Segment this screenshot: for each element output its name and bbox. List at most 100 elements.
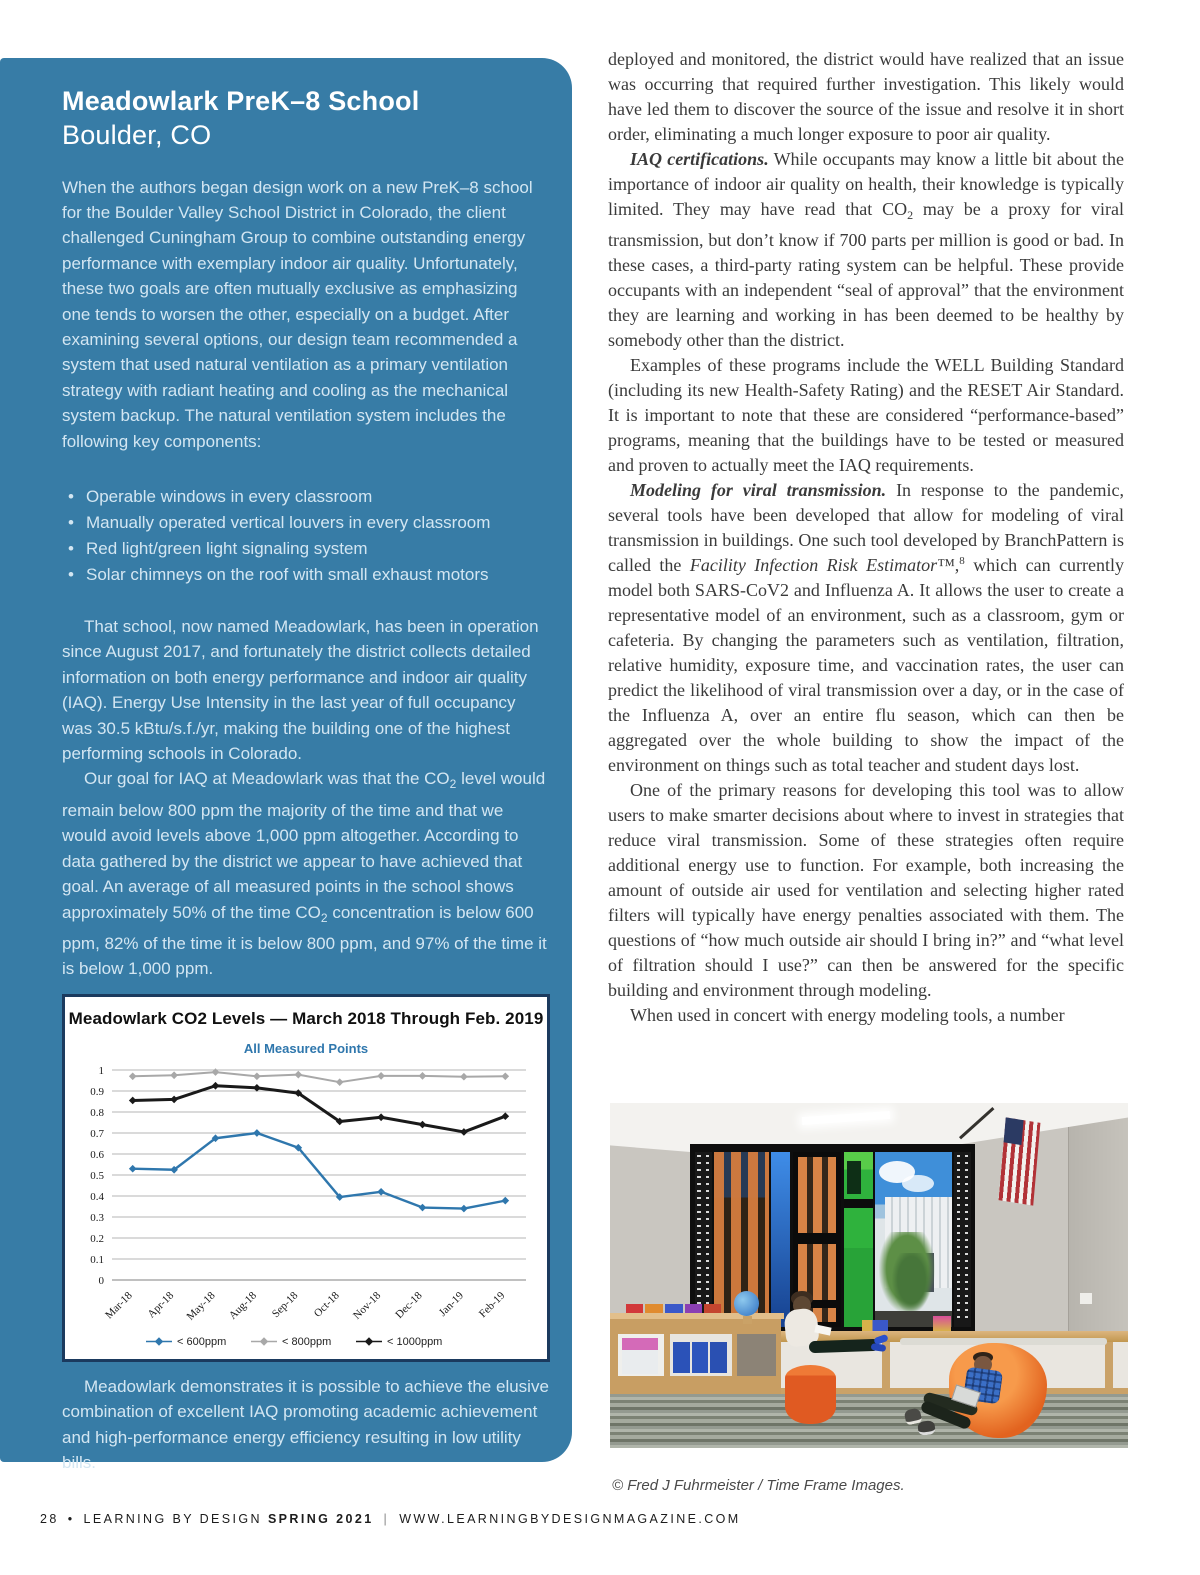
magazine-website: WWW.LEARNINGBYDESIGNMAGAZINE.COM xyxy=(399,1512,741,1526)
bench-cushion xyxy=(900,1338,1108,1345)
svg-text:0.5: 0.5 xyxy=(90,1170,104,1182)
page-footer: 28 • LEARNING BY DESIGN SPRING 2021 | WWW.LEA… xyxy=(40,1512,741,1526)
classroom-photo xyxy=(610,1103,1128,1448)
case-study-location: Boulder, CO xyxy=(62,120,212,151)
svg-text:Apr-18: Apr-18 xyxy=(145,1289,176,1320)
sidebar-operation-paragraph: That school, now named Meadowlark, has b… xyxy=(62,617,539,764)
green-panel-opening xyxy=(846,1160,861,1194)
toy-bin xyxy=(621,1337,659,1352)
svg-text:0.7: 0.7 xyxy=(90,1128,104,1140)
sidebar-case-study: Meadowlark PreK–8 School Boulder, CO Whe… xyxy=(0,58,572,1472)
svg-text:Jan-19: Jan-19 xyxy=(437,1289,467,1319)
article-column: deployed and monitored, the district wou… xyxy=(608,47,1124,1028)
toy-box xyxy=(933,1315,952,1332)
toy-box xyxy=(704,1304,721,1314)
svg-text:Nov-18: Nov-18 xyxy=(351,1289,384,1322)
bench-divider xyxy=(1105,1342,1114,1394)
green-glass-panel xyxy=(844,1151,873,1327)
green-panel-mullion xyxy=(844,1199,873,1208)
bullet-item: Red light/green light signaling system xyxy=(68,536,550,562)
ground xyxy=(875,1310,953,1327)
photo-credit: © Fred J Fuhrmeister / Time Frame Images… xyxy=(612,1477,905,1494)
svg-text:Aug-18: Aug-18 xyxy=(227,1289,260,1322)
paragraph-lead-in: IAQ certifications. xyxy=(630,149,769,169)
svg-text:0.4: 0.4 xyxy=(90,1191,104,1203)
co2-levels-chart: Meadowlark CO2 Levels — March 2018 Throu… xyxy=(62,993,550,1362)
article-paragraph: Examples of these programs include the W… xyxy=(608,355,1124,475)
blue-glass-panel xyxy=(771,1151,790,1327)
svg-text:< 800ppm: < 800ppm xyxy=(282,1336,331,1348)
sidebar-goal-paragraph: Our goal for IAQ at Meadowlark was that … xyxy=(62,766,550,981)
bench-divider xyxy=(881,1342,891,1394)
goal-text: Our goal for IAQ at Meadowlark was that … xyxy=(84,769,450,789)
toy-box xyxy=(684,1304,703,1314)
toy-bin xyxy=(621,1350,659,1375)
sidebar-bullet-list: Operable windows in every classroom Manu… xyxy=(62,484,550,588)
cloud xyxy=(901,1174,934,1193)
svg-text:0.3: 0.3 xyxy=(90,1212,104,1224)
classroom-window xyxy=(690,1144,976,1335)
footnote-reference: 8 xyxy=(959,555,965,567)
paragraph-text: In response to the pandemic, several too… xyxy=(608,480,1125,575)
case-study-school-name: Meadowlark PreK–8 School xyxy=(62,86,420,116)
blue-bin xyxy=(691,1342,709,1374)
chart-subtitle: All Measured Points xyxy=(243,1040,369,1056)
tool-name-italic: Facility Infection Risk Estimator™ xyxy=(689,555,955,575)
striped-carpet-floor xyxy=(610,1393,1128,1448)
window-mullion xyxy=(797,1232,837,1245)
window-inner-sill xyxy=(797,1300,837,1309)
svg-text:Dec-18: Dec-18 xyxy=(393,1289,425,1321)
blue-bin xyxy=(673,1342,690,1374)
co2-subscript: 2 xyxy=(320,910,328,925)
svg-text:< 600ppm: < 600ppm xyxy=(177,1336,226,1348)
globe-stand xyxy=(742,1315,752,1325)
chart-plot-area: 0 0.1 0.2 0.3 0.4 0.5 0.6 0.7 0.8 0.9 1 Mar-18 Apr-1… xyxy=(90,1065,526,1348)
svg-text:Mar-18: Mar-18 xyxy=(103,1289,135,1321)
footer-divider: | xyxy=(383,1512,390,1526)
co2-subscript: 2 xyxy=(907,208,914,222)
bullet-item: Operable windows in every classroom xyxy=(68,484,550,510)
tree xyxy=(892,1253,931,1313)
sky-view xyxy=(875,1151,953,1327)
bullet-item: Solar chimneys on the roof with small ex… xyxy=(68,562,550,588)
toy-box xyxy=(645,1304,663,1314)
goal-text: concentration is below 600 ppm, 82% of t… xyxy=(62,902,547,979)
issue-name: SPRING 2021 xyxy=(267,1512,374,1526)
svg-text:May-18: May-18 xyxy=(185,1289,218,1322)
article-paragraph: When used in concert with energy modelin… xyxy=(630,1005,1065,1025)
paragraph-lead-in: Modeling for viral transmission. xyxy=(630,480,887,500)
svg-text:0.1: 0.1 xyxy=(90,1254,104,1266)
toy-box xyxy=(625,1304,644,1314)
svg-text:0.9: 0.9 xyxy=(90,1086,104,1098)
toy-box xyxy=(664,1304,683,1314)
paragraph-text: , xyxy=(954,555,960,575)
sidebar-conclusion-paragraph: Meadowlark demonstrates it is possible t… xyxy=(62,1376,549,1472)
american-flag xyxy=(998,1117,1041,1206)
paragraph-text: While occupants may know a little bit ab… xyxy=(608,149,1125,219)
sidebar-intro-paragraph: When the authors began design work on a … xyxy=(62,177,533,451)
blue-bin xyxy=(710,1342,728,1374)
article-paragraph: One of the primary reasons for developin… xyxy=(608,780,1124,1000)
shelf-cubby xyxy=(736,1334,776,1376)
footer-bullet: • xyxy=(67,1512,75,1526)
girl-legs xyxy=(809,1338,880,1353)
article-paragraph-modeling: Modeling for viral transmission. In resp… xyxy=(608,478,1124,778)
sidebar-title: Meadowlark PreK–8 School Boulder, CO xyxy=(62,84,550,153)
svg-text:Oct-18: Oct-18 xyxy=(312,1289,342,1319)
operable-window xyxy=(792,1151,842,1327)
toy-box xyxy=(861,1320,888,1332)
article-paragraph-iaq-certifications: IAQ certifications. While occupants may … xyxy=(608,147,1124,353)
page-number: 28 xyxy=(40,1512,59,1526)
orange-ottoman xyxy=(785,1365,836,1424)
co2-subscript: 2 xyxy=(449,777,457,792)
vertical-louver-right xyxy=(953,1151,971,1327)
globe xyxy=(734,1291,760,1317)
paragraph-text: which can currently model both SARS-CoV2… xyxy=(608,555,1124,775)
window-bench-top xyxy=(780,1331,1128,1343)
svg-text:0: 0 xyxy=(99,1275,105,1287)
vertical-louver-left xyxy=(694,1151,712,1327)
svg-text:1: 1 xyxy=(99,1065,105,1077)
light-switch xyxy=(1080,1292,1092,1305)
bullet-item: Manually operated vertical louvers in ev… xyxy=(68,510,550,536)
svg-text:0.2: 0.2 xyxy=(90,1233,104,1245)
